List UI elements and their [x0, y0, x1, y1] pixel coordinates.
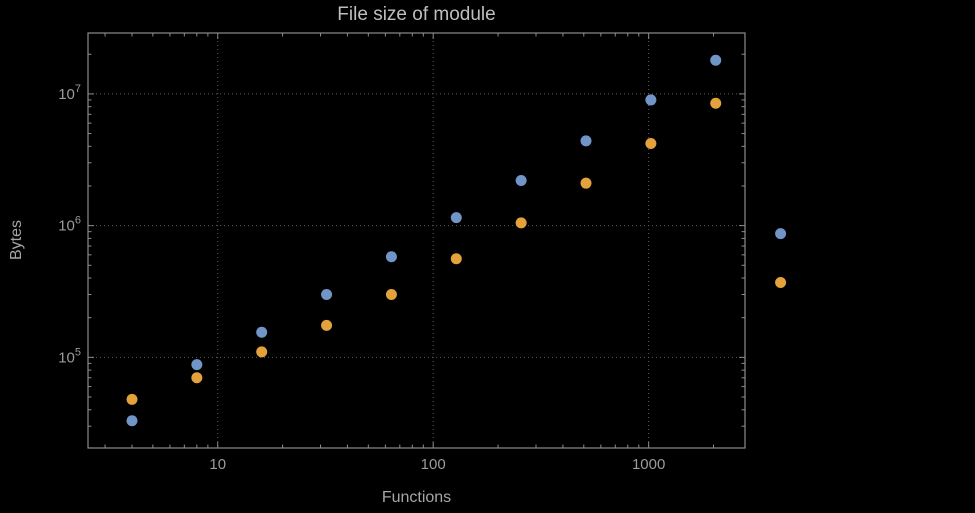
- data-point-series-blue: [256, 326, 268, 338]
- data-point-series-blue: [385, 251, 397, 263]
- data-point-series-orange: [515, 217, 527, 229]
- data-point-series-orange: [126, 393, 138, 405]
- data-point-series-orange: [710, 97, 722, 109]
- data-point-series-orange: [645, 138, 657, 150]
- data-point-series-blue: [450, 212, 462, 224]
- data-point-series-blue: [321, 288, 333, 300]
- data-point-series-orange: [321, 319, 333, 331]
- data-point-series-blue: [515, 175, 527, 187]
- data-point-series-blue: [775, 228, 787, 240]
- data-point-series-blue: [580, 135, 592, 147]
- y-tick-label: 107: [58, 83, 81, 103]
- x-tick-label: 100: [421, 456, 446, 473]
- data-point-series-orange: [580, 177, 592, 189]
- y-axis-label: Bytes: [8, 220, 25, 261]
- data-point-series-orange: [385, 288, 397, 300]
- data-point-series-blue: [645, 94, 657, 106]
- data-point-series-blue: [126, 415, 138, 427]
- data-point-series-blue: [191, 359, 203, 371]
- data-point-series-orange: [191, 372, 203, 384]
- data-point-series-orange: [256, 346, 268, 358]
- y-tick-label: 106: [58, 215, 81, 235]
- data-point-series-orange: [775, 277, 787, 289]
- x-axis-label: Functions: [381, 489, 452, 506]
- y-tick-label: 105: [58, 346, 81, 366]
- x-tick-label: 10: [209, 456, 226, 473]
- data-point-series-orange: [450, 253, 462, 265]
- chart-title: File size of module: [337, 4, 496, 25]
- x-tick-label: 1000: [632, 456, 665, 473]
- plot-frame: [87, 32, 746, 449]
- data-point-series-blue: [710, 54, 722, 66]
